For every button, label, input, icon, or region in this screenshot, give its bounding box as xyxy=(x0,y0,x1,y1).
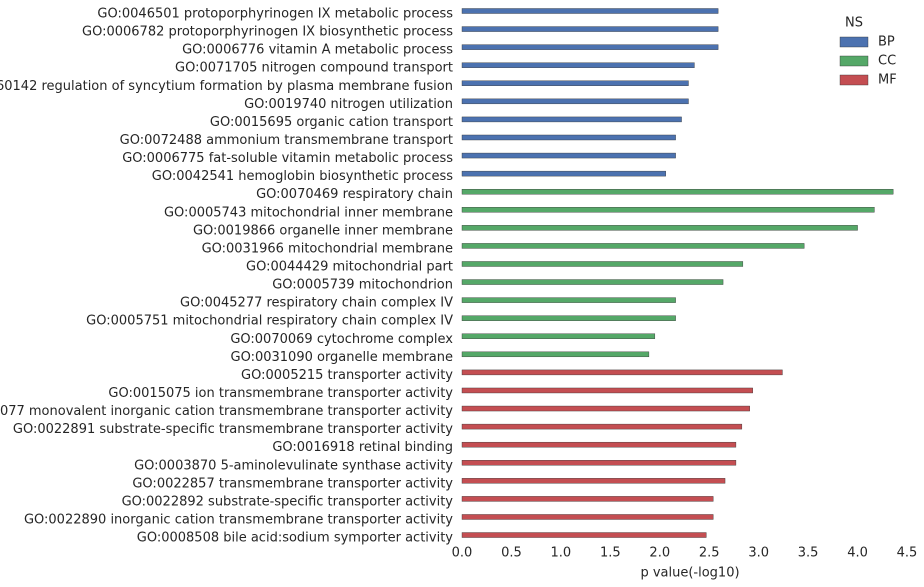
bar xyxy=(461,8,719,14)
bar xyxy=(461,98,689,105)
bar xyxy=(461,351,650,358)
bar xyxy=(461,26,719,32)
y-tick-label: GO:0022857 transmembrane transporter act… xyxy=(132,476,453,491)
legend-label: CC xyxy=(878,54,896,69)
x-tick-label: 4.5 xyxy=(897,546,918,561)
bar xyxy=(461,315,676,321)
y-tick-label: GO:0070469 respiratory chain xyxy=(256,187,453,202)
y-tick-label: GO:0015695 organic cation transport xyxy=(210,115,453,130)
bar xyxy=(461,496,714,502)
y-tick-label: GO:0060142 regulation of syncytium forma… xyxy=(0,79,453,94)
bar xyxy=(461,441,737,448)
bar xyxy=(461,152,676,159)
y-tick-label: GO:0044429 mitochondrial part xyxy=(246,259,453,274)
y-tick-label: GO:0022890 inorganic cation transmembran… xyxy=(24,512,453,527)
x-tick-label: 4.0 xyxy=(847,546,868,561)
y-tick-label: GO:0070069 cytochrome complex xyxy=(230,332,453,347)
bar xyxy=(461,532,707,538)
y-tick-label: GO:0015075 ion transmembrane transporter… xyxy=(108,386,453,401)
bar xyxy=(461,387,753,394)
bar xyxy=(461,423,743,430)
bar xyxy=(461,279,724,285)
x-tick-label: 1.0 xyxy=(551,546,572,561)
y-tick-label: GO:0005215 transporter activity xyxy=(241,368,453,383)
y-tick-label: GO:0019866 organelle inner membrane xyxy=(193,223,453,238)
y-tick-label: GO:0006776 vitamin A metabolic process xyxy=(182,43,453,58)
y-tick-label: GO:0022891 substrate-specific transmembr… xyxy=(13,422,453,437)
bar xyxy=(461,225,858,231)
bar xyxy=(461,116,682,123)
x-tick-label: 0.5 xyxy=(501,546,522,561)
x-tick-label: 0.0 xyxy=(452,546,473,561)
x-tick-label: 2.5 xyxy=(699,546,720,561)
bar xyxy=(461,80,689,86)
y-tick-label: GO:0071705 nitrogen compound transport xyxy=(175,61,453,76)
bar xyxy=(461,62,695,68)
bar xyxy=(461,207,875,213)
y-tick-label: GO:0006782 protoporphyrinogen IX biosynt… xyxy=(82,25,453,40)
x-tick-label: 1.5 xyxy=(600,546,621,561)
y-tick-label: GO:0008508 bile acid:sodium symporter ac… xyxy=(137,531,454,546)
y-tick-label: GO:0005739 mitochondrion xyxy=(272,278,453,293)
x-tick-label: 3.5 xyxy=(798,546,819,561)
legend-swatch xyxy=(839,74,869,86)
bar xyxy=(461,134,676,141)
y-tick-label: GO:0003870 5-aminolevulinate synthase ac… xyxy=(134,458,453,473)
y-tick-label: GO:0016918 retinal binding xyxy=(272,440,453,455)
y-tick-label: GO:0031966 mitochondrial membrane xyxy=(202,241,453,256)
y-tick-label: GO:0045277 respiratory chain complex IV xyxy=(180,296,453,311)
bar xyxy=(461,369,783,376)
legend-swatch xyxy=(839,36,869,48)
legend-title: NS xyxy=(845,16,863,31)
bar xyxy=(461,188,894,195)
bar xyxy=(461,514,714,520)
y-tick-label: GO:0072488 ammonium transmembrane transp… xyxy=(120,133,453,148)
legend-swatch xyxy=(839,55,869,67)
bar xyxy=(461,261,744,267)
y-tick-label: GO:0005751 mitochondrial respiratory cha… xyxy=(86,314,453,329)
legend-label: MF xyxy=(878,73,897,88)
bar xyxy=(461,170,666,177)
y-tick-label: GO:0046501 protoporphyrinogen IX metabol… xyxy=(97,7,453,22)
y-tick-label: GO:0019740 nitrogen utilization xyxy=(244,97,453,112)
bar xyxy=(461,297,676,303)
y-tick-label: GO:0006775 fat-soluble vitamin metabolic… xyxy=(122,151,453,166)
y-tick-label: GO:0005743 mitochondrial inner membrane xyxy=(164,205,453,220)
bar xyxy=(461,405,750,412)
y-tick-label: GO:0042541 hemoglobin biosynthetic proce… xyxy=(152,169,453,184)
legend-label: BP xyxy=(878,35,895,50)
x-tick-label: 2.0 xyxy=(649,546,670,561)
bar xyxy=(461,460,737,466)
bar xyxy=(461,44,719,50)
y-tick-label: GO:0015077 monovalent inorganic cation t… xyxy=(0,404,453,419)
x-tick-label: 3.0 xyxy=(748,546,769,561)
x-axis-label: p value(-log10) xyxy=(640,566,739,581)
bar xyxy=(461,333,656,339)
bar xyxy=(461,243,805,249)
bar xyxy=(461,478,726,484)
y-tick-label: GO:0022892 substrate-specific transporte… xyxy=(122,494,454,509)
y-tick-label: GO:0031090 organelle membrane xyxy=(231,350,454,365)
